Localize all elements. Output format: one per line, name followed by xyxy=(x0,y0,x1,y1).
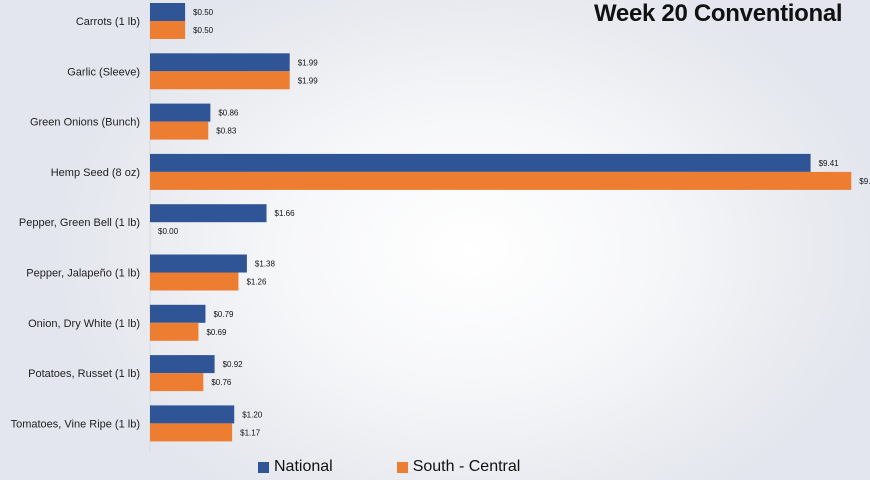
value-label-south-central-green-onions-bunch: $0.83 xyxy=(216,127,237,136)
bar-national-garlic-sleeve xyxy=(150,53,290,72)
bar-national-tomatoes-vine-ripe-1-lb xyxy=(150,405,235,424)
legend-item-south-central: South - Central xyxy=(396,458,521,476)
bar-national-potatoes-russet-1-lb xyxy=(150,355,215,374)
value-label-national-green-onions-bunch: $0.86 xyxy=(218,109,239,118)
bar-south-central-onion-dry-white-1-lb xyxy=(150,322,199,341)
value-label-south-central-garlic-sleeve: $1.99 xyxy=(298,76,319,85)
legend-swatch-south-central xyxy=(396,461,408,473)
legend-label-south-central: South - Central xyxy=(412,458,521,475)
value-label-national-tomatoes-vine-ripe-1-lb: $1.20 xyxy=(242,410,263,419)
category-label-tomatoes-vine-ripe-1-lb: Tomatoes, Vine Ripe (1 lb) xyxy=(11,418,140,430)
value-label-national-hemp-seed-8-oz: $9.41 xyxy=(819,159,840,168)
category-label-garlic-sleeve: Garlic (Sleeve) xyxy=(67,66,140,78)
bar-south-central-hemp-seed-8-oz xyxy=(150,171,852,190)
value-label-south-central-pepper-jalape-o-1-lb: $1.26 xyxy=(246,278,267,287)
bar-south-central-green-onions-bunch xyxy=(150,121,209,140)
bar-south-central-tomatoes-vine-ripe-1-lb xyxy=(150,423,233,442)
bar-south-central-carrots-1-lb xyxy=(150,21,186,39)
legend-item-national: National xyxy=(258,458,333,476)
value-label-south-central-pepper-green-bell-1-lb: $0.00 xyxy=(158,227,179,236)
category-label-hemp-seed-8-oz: Hemp Seed (8 oz) xyxy=(51,167,140,179)
value-label-national-onion-dry-white-1-lb: $0.79 xyxy=(213,310,234,319)
value-label-south-central-potatoes-russet-1-lb: $0.76 xyxy=(211,378,232,387)
category-label-onion-dry-white-1-lb: Onion, Dry White (1 lb) xyxy=(28,318,140,330)
bar-national-carrots-1-lb xyxy=(150,3,186,21)
legend-label-national: National xyxy=(274,458,333,475)
category-label-pepper-jalape-o-1-lb: Pepper, Jalapeño (1 lb) xyxy=(26,268,140,280)
bar-south-central-potatoes-russet-1-lb xyxy=(150,373,204,392)
category-label-carrots-1-lb: Carrots (1 lb) xyxy=(76,16,140,28)
value-label-national-garlic-sleeve: $1.99 xyxy=(298,58,319,67)
value-label-south-central-onion-dry-white-1-lb: $0.69 xyxy=(206,328,227,337)
chart-title: Week 20 Conventional xyxy=(594,0,843,27)
bar-chart: Carrots (1 lb) $0.50 $0.50 Garlic (Sleeve) $… xyxy=(11,0,870,452)
category-label-green-onions-bunch: Green Onions (Bunch) xyxy=(30,117,140,129)
value-label-national-pepper-jalape-o-1-lb: $1.38 xyxy=(255,260,276,269)
value-label-national-pepper-green-bell-1-lb: $1.66 xyxy=(275,209,296,218)
value-label-national-carrots-1-lb: $0.50 xyxy=(193,8,214,17)
bar-national-green-onions-bunch xyxy=(150,103,211,122)
bar-south-central-garlic-sleeve xyxy=(150,71,290,90)
category-label-potatoes-russet-1-lb: Potatoes, Russet (1 lb) xyxy=(28,368,140,380)
bar-national-hemp-seed-8-oz xyxy=(150,153,811,172)
value-label-south-central-carrots-1-lb: $0.50 xyxy=(193,26,214,35)
legend-swatch-national xyxy=(258,461,269,473)
category-label-pepper-green-bell-1-lb: Pepper, Green Bell (1 lb) xyxy=(19,217,140,229)
value-label-south-central-hemp-seed-8-oz: $9.99 xyxy=(859,177,870,186)
bar-national-pepper-green-bell-1-lb xyxy=(150,204,267,223)
bar-national-onion-dry-white-1-lb xyxy=(150,304,206,323)
value-label-national-potatoes-russet-1-lb: $0.92 xyxy=(223,360,244,369)
bar-national-pepper-jalape-o-1-lb xyxy=(150,254,247,273)
bar-south-central-pepper-jalape-o-1-lb xyxy=(150,272,239,291)
value-label-south-central-tomatoes-vine-ripe-1-lb: $1.17 xyxy=(240,428,261,437)
legend: National South - Central xyxy=(258,458,584,476)
